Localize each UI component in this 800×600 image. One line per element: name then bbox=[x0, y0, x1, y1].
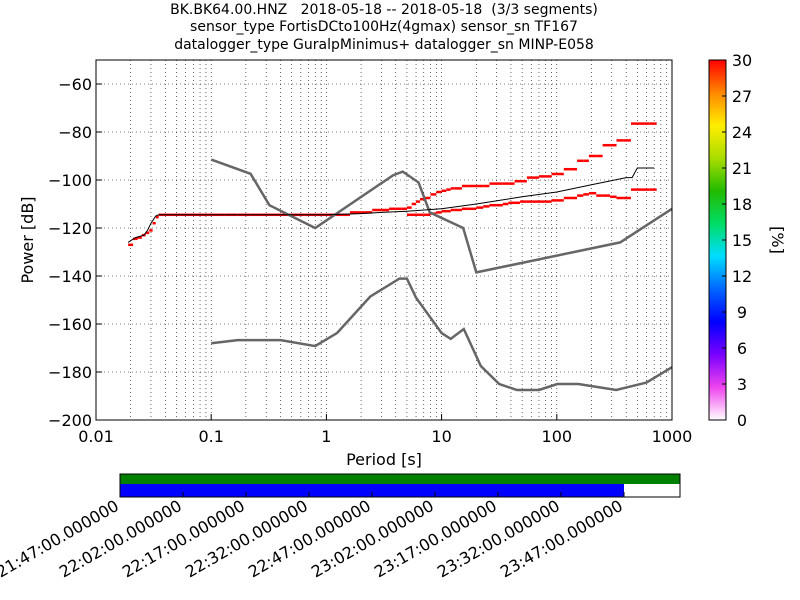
colorbar-tick-label: 12 bbox=[732, 267, 752, 286]
x-tick-label: 1000 bbox=[652, 427, 693, 446]
y-tick-label: −200 bbox=[48, 411, 92, 430]
plot-area bbox=[96, 60, 672, 420]
colorbar-tick-label: 9 bbox=[737, 303, 747, 322]
x-tick-label: 10 bbox=[431, 427, 451, 446]
y-tick-label: −80 bbox=[58, 123, 92, 142]
data-coverage-bar bbox=[120, 474, 680, 484]
x-tick-label: 0.1 bbox=[198, 427, 223, 446]
colorbar-label: [%] bbox=[768, 226, 787, 254]
nlnm-line bbox=[211, 277, 673, 392]
colorbar-tick-label: 6 bbox=[737, 339, 747, 358]
colorbar-tick-label: 15 bbox=[732, 231, 752, 250]
title-line-2: sensor_type FortisDCto100Hz(4gmax) senso… bbox=[190, 19, 578, 35]
plot-frame bbox=[95, 59, 673, 421]
y-tick-label: −100 bbox=[48, 171, 92, 190]
colorbar-tick-label: 18 bbox=[732, 195, 752, 214]
colorbar-tick-label: 0 bbox=[737, 411, 747, 430]
x-axis-label: Period [s] bbox=[346, 450, 422, 469]
y-axis-label: Power [dB] bbox=[18, 196, 37, 283]
colorbar-tick-label: 21 bbox=[732, 159, 752, 178]
y-tick-label: −180 bbox=[48, 363, 92, 382]
x-tick-label: 1 bbox=[321, 427, 331, 446]
colorbar-tick-label: 27 bbox=[732, 87, 752, 106]
colorbar-tick-label: 24 bbox=[732, 123, 752, 142]
y-tick-label: −120 bbox=[48, 219, 92, 238]
colorbar-tick-label: 30 bbox=[732, 51, 752, 70]
colorbar-tick-label: 3 bbox=[737, 375, 747, 394]
timeline-frame bbox=[119, 473, 681, 498]
title-line-1: BK.BK64.00.HNZ 2018-05-18 -- 2018-05-18 … bbox=[170, 2, 598, 18]
nhnm-line bbox=[210, 158, 673, 274]
y-tick-label: −60 bbox=[58, 75, 92, 94]
x-tick-label: 0.01 bbox=[78, 427, 114, 446]
title-line-3: datalogger_type GuralpMinimus+ datalogge… bbox=[174, 37, 594, 53]
x-tick-label: 100 bbox=[542, 427, 573, 446]
mean-psd-line bbox=[127, 167, 655, 243]
y-tick-label: −160 bbox=[48, 315, 92, 334]
y-tick-label: −140 bbox=[48, 267, 92, 286]
